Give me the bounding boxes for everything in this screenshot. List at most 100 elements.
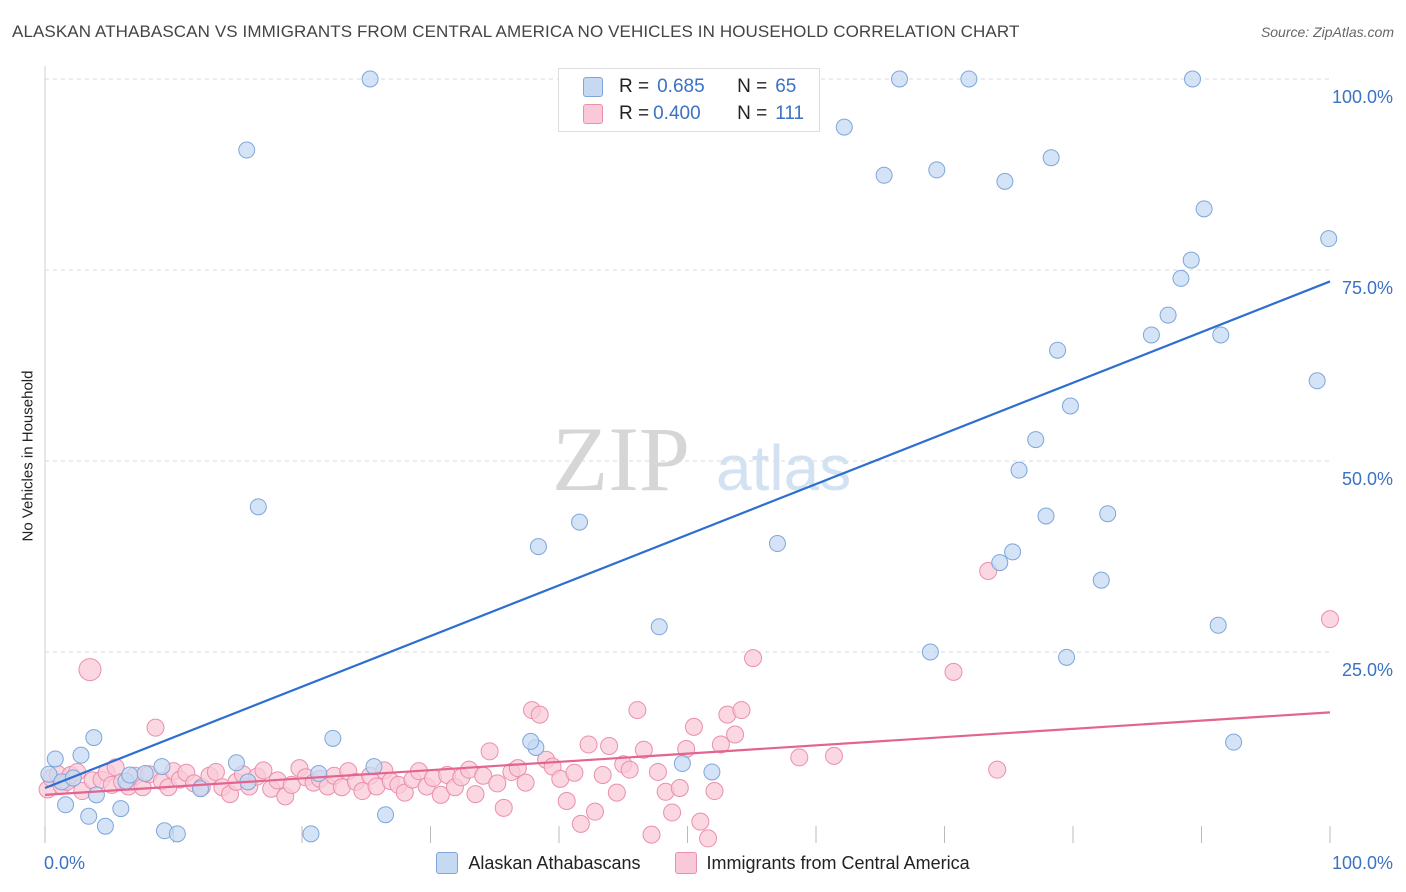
point-athabascan	[1212, 326, 1230, 344]
legend-row-immigrants: R = 0.400 N = 111	[583, 101, 804, 127]
legend-row-athabascan: R = 0.685 N = 65	[583, 74, 796, 100]
point-athabascan	[324, 729, 342, 747]
point-athabascan	[1182, 251, 1200, 269]
point-immigrants	[206, 762, 225, 781]
point-athabascan	[136, 764, 154, 782]
point-immigrants	[254, 761, 273, 780]
legend-n-value: 111	[775, 103, 805, 124]
point-athabascan	[1172, 269, 1190, 287]
point-athabascan	[875, 166, 893, 184]
legend-r-value: 0.685	[657, 76, 705, 97]
point-athabascan	[249, 498, 267, 516]
point-immigrants	[565, 763, 584, 782]
point-athabascan	[1092, 571, 1110, 589]
y-tick-label: 100.0%	[1332, 87, 1393, 107]
y-tick-label: 50.0%	[1342, 469, 1393, 489]
point-immigrants	[711, 735, 730, 754]
point-athabascan	[64, 769, 82, 787]
watermark-zip: ZIP	[552, 408, 690, 510]
bottom-legend-swatch-pink	[674, 852, 697, 874]
point-athabascan	[835, 118, 853, 136]
bottom-legend: Alaskan Athabascans Immigrants from Cent…	[0, 852, 1406, 874]
point-immigrants	[670, 778, 689, 797]
point-athabascan	[522, 732, 540, 750]
point-immigrants	[726, 725, 745, 744]
bottom-legend-athabascan[interactable]: Alaskan Athabascans	[436, 852, 641, 874]
tick-labels: 25.0% 50.0% 75.0% 100.0% 0.0% 100.0%	[44, 87, 1393, 873]
point-athabascan	[650, 618, 668, 636]
point-athabascan	[1037, 507, 1055, 525]
point-immigrants	[634, 740, 653, 759]
point-athabascan	[1099, 505, 1117, 523]
point-immigrants	[488, 774, 507, 793]
point-immigrants	[571, 814, 590, 833]
point-athabascan	[1320, 230, 1338, 248]
point-athabascan	[87, 786, 105, 804]
point-athabascan	[168, 825, 186, 843]
point-immigrants	[732, 701, 751, 720]
point-immigrants	[648, 762, 667, 781]
point-immigrants	[494, 798, 513, 817]
legend-r-label: R =	[619, 76, 650, 97]
trend-line-athabascan	[44, 280, 1331, 790]
point-athabascan	[1159, 306, 1177, 324]
point-athabascan	[571, 513, 589, 531]
point-athabascan	[40, 765, 58, 783]
y-tick-label: 25.0%	[1342, 660, 1393, 680]
point-athabascan	[928, 161, 946, 179]
point-athabascan	[1042, 149, 1060, 167]
point-athabascan	[96, 817, 114, 835]
point-immigrants	[585, 802, 604, 821]
point-immigrants	[530, 705, 549, 724]
point-immigrants	[431, 785, 450, 804]
point-athabascan	[302, 825, 320, 843]
chart-title: ALASKAN ATHABASCAN VS IMMIGRANTS FROM CE…	[12, 22, 1020, 41]
point-athabascan	[80, 807, 98, 825]
point-immigrants	[593, 766, 612, 785]
point-immigrants	[744, 649, 763, 668]
point-athabascan	[529, 538, 547, 556]
point-immigrants	[282, 775, 301, 794]
point-athabascan	[85, 729, 103, 747]
point-immigrants	[988, 760, 1007, 779]
watermark-atlas: atlas	[716, 432, 851, 504]
point-immigrants	[684, 717, 703, 736]
legend-box: R = 0.685 N = 65 R = 0.400 N = 111	[558, 68, 820, 132]
point-athabascan	[238, 141, 256, 159]
point-athabascan	[72, 746, 90, 764]
point-athabascan	[121, 766, 139, 784]
point-athabascan	[1308, 372, 1326, 390]
point-athabascan	[768, 535, 786, 553]
point-athabascan	[1058, 648, 1076, 666]
x-tick-label: 0.0%	[44, 853, 85, 873]
point-athabascan	[1004, 543, 1022, 561]
point-athabascan	[377, 806, 395, 824]
point-athabascan	[996, 172, 1014, 190]
point-athabascan	[1184, 70, 1202, 88]
point-immigrants	[691, 812, 710, 831]
point-athabascan	[227, 754, 245, 772]
point-athabascan	[57, 796, 75, 814]
bottom-legend-label: Immigrants from Central America	[706, 852, 970, 873]
bottom-legend-swatch-blue	[436, 852, 459, 874]
legend-r-value: 0.400	[653, 103, 701, 124]
point-immigrants	[620, 760, 639, 779]
point-athabascan	[153, 758, 171, 776]
point-athabascan	[1195, 200, 1213, 218]
point-athabascan	[673, 755, 691, 773]
point-immigrants	[790, 748, 809, 767]
point-athabascan	[361, 70, 379, 88]
bottom-legend-immigrants[interactable]: Immigrants from Central America	[674, 852, 970, 874]
bottom-legend-label: Alaskan Athabascans	[468, 852, 641, 873]
point-athabascan	[1049, 341, 1067, 359]
point-immigrants	[1321, 610, 1339, 629]
point-athabascan	[1027, 431, 1045, 449]
point-immigrants	[78, 658, 102, 682]
point-athabascan	[1209, 616, 1227, 634]
legend-swatch-pink	[583, 104, 603, 124]
point-athabascan	[1142, 326, 1160, 344]
point-immigrants	[466, 785, 485, 804]
legend-r-label: R =	[619, 103, 650, 124]
point-immigrants	[628, 701, 647, 720]
